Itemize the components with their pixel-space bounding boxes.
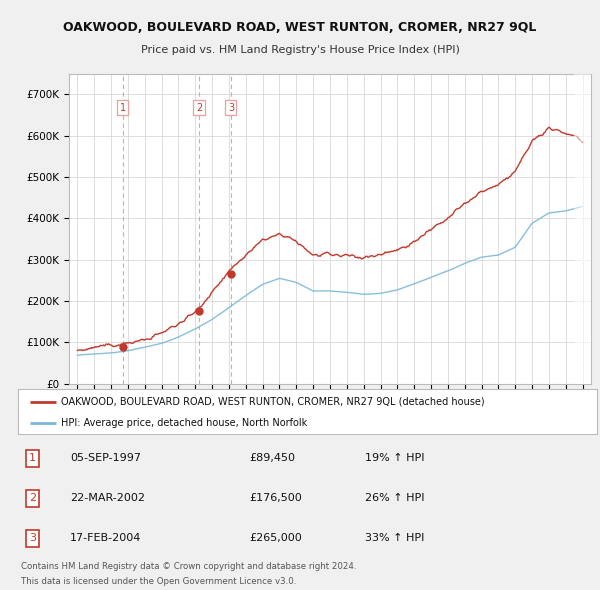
- Text: 1: 1: [29, 453, 36, 463]
- Text: 17-FEB-2004: 17-FEB-2004: [70, 533, 142, 543]
- Text: 26% ↑ HPI: 26% ↑ HPI: [365, 493, 425, 503]
- Text: 3: 3: [29, 533, 36, 543]
- Text: Price paid vs. HM Land Registry's House Price Index (HPI): Price paid vs. HM Land Registry's House …: [140, 45, 460, 55]
- Text: 1: 1: [119, 103, 125, 113]
- Text: 2: 2: [196, 103, 202, 113]
- Text: 22-MAR-2002: 22-MAR-2002: [70, 493, 145, 503]
- Text: 19% ↑ HPI: 19% ↑ HPI: [365, 453, 425, 463]
- Text: HPI: Average price, detached house, North Norfolk: HPI: Average price, detached house, Nort…: [61, 418, 308, 428]
- Text: 05-SEP-1997: 05-SEP-1997: [70, 453, 141, 463]
- Text: OAKWOOD, BOULEVARD ROAD, WEST RUNTON, CROMER, NR27 9QL (detached house): OAKWOOD, BOULEVARD ROAD, WEST RUNTON, CR…: [61, 397, 485, 407]
- Text: 2: 2: [29, 493, 36, 503]
- Text: 33% ↑ HPI: 33% ↑ HPI: [365, 533, 425, 543]
- Text: 3: 3: [228, 103, 234, 113]
- Bar: [574, 74, 591, 384]
- Text: Contains HM Land Registry data © Crown copyright and database right 2024.: Contains HM Land Registry data © Crown c…: [21, 562, 356, 571]
- Text: This data is licensed under the Open Government Licence v3.0.: This data is licensed under the Open Gov…: [21, 577, 296, 586]
- Text: OAKWOOD, BOULEVARD ROAD, WEST RUNTON, CROMER, NR27 9QL: OAKWOOD, BOULEVARD ROAD, WEST RUNTON, CR…: [64, 21, 536, 34]
- Text: £176,500: £176,500: [250, 493, 302, 503]
- Text: £265,000: £265,000: [250, 533, 302, 543]
- Text: £89,450: £89,450: [250, 453, 296, 463]
